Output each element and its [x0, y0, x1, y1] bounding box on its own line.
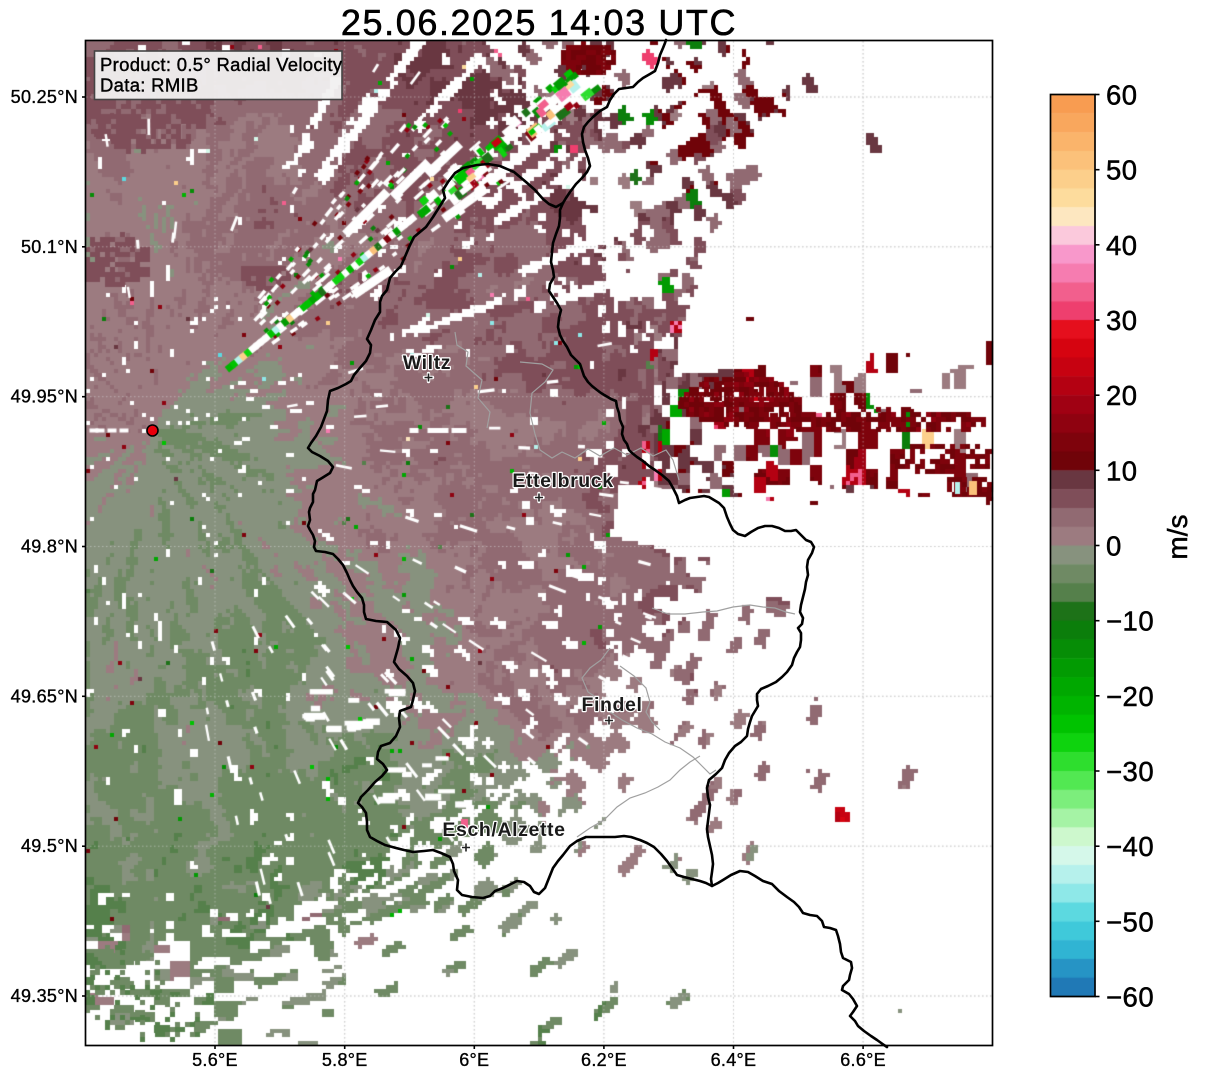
svg-text:40: 40: [1106, 230, 1138, 261]
svg-text:6.4°E: 6.4°E: [711, 1050, 757, 1070]
svg-text:Data: RMIB: Data: RMIB: [100, 75, 199, 96]
svg-text:6.2°E: 6.2°E: [581, 1050, 627, 1070]
svg-text:5.6°E: 5.6°E: [192, 1050, 238, 1070]
svg-text:Findel: Findel: [581, 694, 642, 716]
svg-text:−50: −50: [1106, 906, 1154, 937]
svg-text:Ettelbruck: Ettelbruck: [512, 470, 613, 492]
svg-text:30: 30: [1106, 305, 1138, 336]
svg-text:−60: −60: [1106, 982, 1154, 1013]
svg-text:49.95°N: 49.95°N: [11, 387, 78, 407]
svg-text:−40: −40: [1106, 831, 1154, 862]
svg-text:49.65°N: 49.65°N: [11, 686, 78, 706]
svg-text:−20: −20: [1106, 681, 1154, 712]
svg-text:6.6°E: 6.6°E: [840, 1050, 886, 1070]
svg-text:10: 10: [1106, 455, 1138, 486]
svg-text:20: 20: [1106, 380, 1138, 411]
svg-text:25.06.2025 14:03 UTC: 25.06.2025 14:03 UTC: [341, 2, 737, 43]
svg-text:49.35°N: 49.35°N: [11, 986, 78, 1006]
svg-text:50: 50: [1106, 155, 1138, 186]
svg-text:Wiltz: Wiltz: [403, 352, 451, 374]
svg-text:6°E: 6°E: [459, 1050, 489, 1070]
svg-text:0: 0: [1106, 531, 1122, 562]
svg-text:49.8°N: 49.8°N: [21, 537, 78, 557]
svg-text:−10: −10: [1106, 606, 1154, 637]
svg-text:50.1°N: 50.1°N: [21, 237, 78, 257]
svg-text:Esch/Alzette: Esch/Alzette: [442, 819, 565, 841]
svg-text:50.25°N: 50.25°N: [11, 87, 78, 107]
svg-text:5.8°E: 5.8°E: [322, 1050, 368, 1070]
svg-text:m/s: m/s: [1162, 514, 1193, 559]
svg-text:−30: −30: [1106, 756, 1154, 787]
svg-text:Product: 0.5° Radial Velocity: Product: 0.5° Radial Velocity: [100, 54, 343, 75]
svg-text:60: 60: [1106, 80, 1138, 111]
svg-text:49.5°N: 49.5°N: [21, 836, 78, 856]
